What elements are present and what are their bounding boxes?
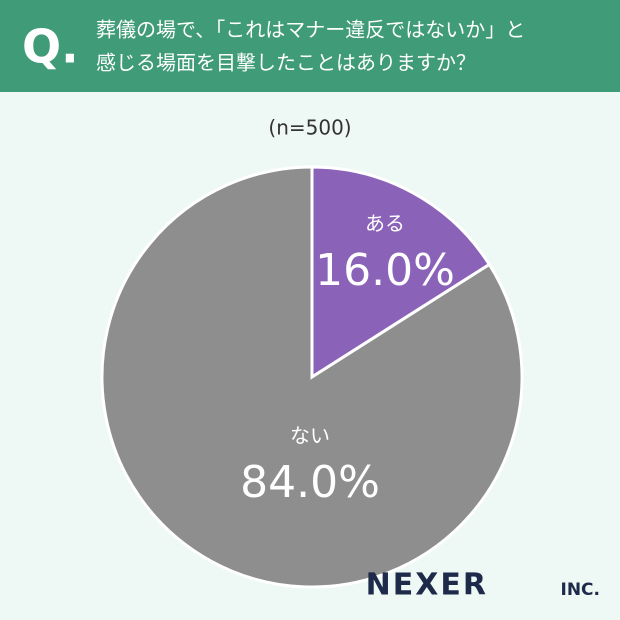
header-band bbox=[0, 0, 620, 92]
question-line: 葬儀の場で、「これはマナー違反ではないか」と bbox=[96, 18, 525, 42]
slice-category-label: ある bbox=[365, 212, 405, 236]
question-line: 感じる場面を目撃したことはありますか？ bbox=[96, 51, 476, 75]
pie-slice bbox=[310, 165, 492, 380]
pie: ある 16.0% ない 84.0% bbox=[100, 165, 524, 589]
logo-suffix: INC. bbox=[561, 580, 601, 600]
slice-value-label: 16.0% bbox=[315, 245, 455, 296]
slice-value-label: 84.0% bbox=[240, 457, 380, 508]
logo-name: NEXER bbox=[366, 568, 488, 603]
slice-category-label: ない bbox=[290, 424, 330, 448]
subtitle: (n=500) bbox=[268, 116, 351, 140]
pie-slice bbox=[100, 165, 524, 589]
question-mark: Q. bbox=[22, 20, 79, 74]
